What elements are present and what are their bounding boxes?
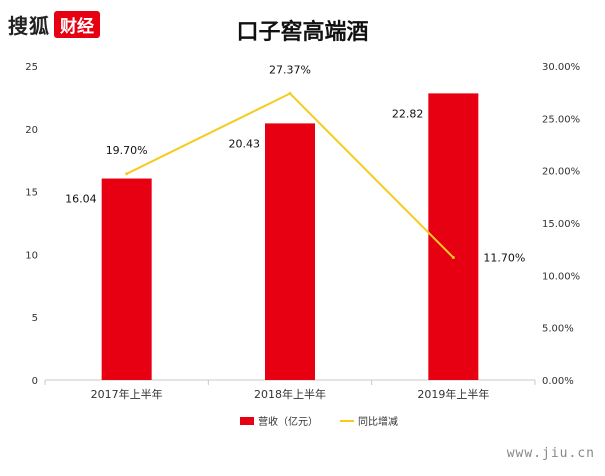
y-right-tick-label: 15.00% (542, 219, 580, 230)
bar (265, 123, 315, 380)
sohu-finance-logo: 搜狐 财经 (8, 10, 100, 38)
y-right-tick-label: 20.00% (542, 167, 580, 178)
chart-area: 0 5 10 15 20 25 0.00% 5.00% 10.00% 15.00% 20.00% 25… (25, 62, 580, 428)
y-left-tick-label: 25 (25, 62, 38, 73)
y-right-tick-label: 0.00% (542, 376, 574, 387)
bar-data-label: 20.43 (229, 137, 261, 150)
x-tick-label: 2018年上半年 (254, 387, 326, 401)
line-point (125, 172, 129, 176)
line-point (288, 92, 292, 96)
line-point (451, 256, 455, 260)
watermark: www.jiu.cn (506, 446, 595, 461)
x-tick-label: 2017年上半年 (91, 387, 163, 401)
y-right-tick-label: 10.00% (542, 271, 580, 282)
bar (101, 178, 152, 380)
y-left-tick-label: 20 (25, 125, 38, 136)
y-left-tick-label: 10 (25, 250, 38, 261)
chart-title: 口子窖高端酒 (236, 20, 369, 45)
y-right-tick-label: 5.00% (542, 324, 574, 335)
y-left-tick-label: 5 (32, 313, 38, 324)
line-data-label: 11.70% (483, 252, 525, 265)
x-tick-label: 2019年上半年 (417, 387, 489, 401)
bar (428, 93, 479, 380)
bar-data-label: 16.04 (65, 193, 97, 206)
y-right-tick-label: 25.00% (542, 114, 580, 125)
legend-swatch-bar (240, 417, 254, 425)
line-data-label: 19.70% (106, 144, 148, 157)
y-left-tick-label: 0 (32, 376, 38, 387)
logo-sub: 财经 (54, 10, 100, 38)
logo-brand: 搜狐 (8, 13, 50, 38)
bar-data-label: 22.82 (392, 107, 424, 120)
y-left-tick-label: 15 (25, 188, 38, 199)
legend-label-bar: 营收（亿元） (258, 415, 318, 428)
line-data-label: 27.37% (269, 64, 311, 77)
y-right-tick-label: 30.00% (542, 62, 580, 73)
legend-label-line: 同比增减 (358, 415, 398, 428)
